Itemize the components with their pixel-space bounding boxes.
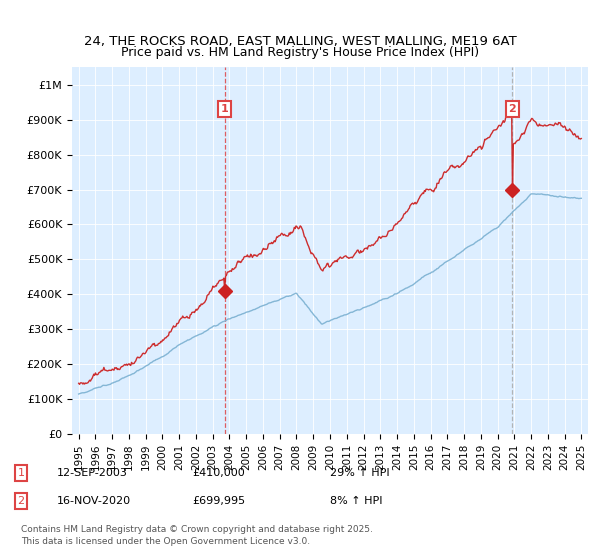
Text: 2: 2 bbox=[17, 496, 25, 506]
Text: 2: 2 bbox=[508, 104, 516, 114]
Text: 12-SEP-2003: 12-SEP-2003 bbox=[57, 468, 128, 478]
Text: Price paid vs. HM Land Registry's House Price Index (HPI): Price paid vs. HM Land Registry's House … bbox=[121, 46, 479, 59]
Text: 29% ↑ HPI: 29% ↑ HPI bbox=[330, 468, 389, 478]
Text: 1: 1 bbox=[221, 104, 229, 114]
Text: Contains HM Land Registry data © Crown copyright and database right 2025.
This d: Contains HM Land Registry data © Crown c… bbox=[21, 525, 373, 546]
Text: £699,995: £699,995 bbox=[192, 496, 245, 506]
Text: £410,000: £410,000 bbox=[192, 468, 245, 478]
Text: 1: 1 bbox=[17, 468, 25, 478]
Text: 8% ↑ HPI: 8% ↑ HPI bbox=[330, 496, 383, 506]
Text: 16-NOV-2020: 16-NOV-2020 bbox=[57, 496, 131, 506]
Text: 24, THE ROCKS ROAD, EAST MALLING, WEST MALLING, ME19 6AT: 24, THE ROCKS ROAD, EAST MALLING, WEST M… bbox=[83, 35, 517, 48]
